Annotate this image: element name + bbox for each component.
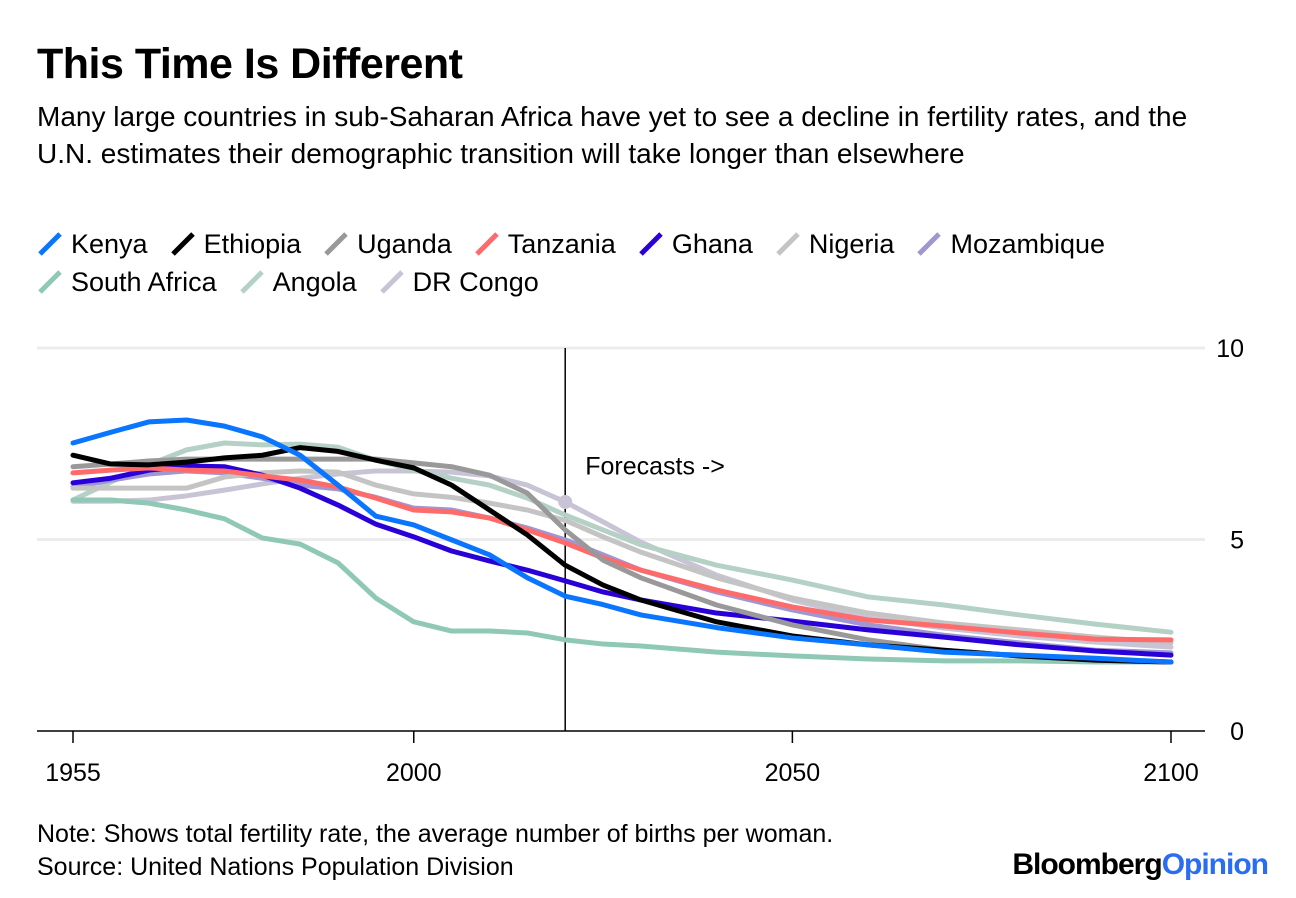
legend-item: Ethiopia xyxy=(170,228,302,260)
logo-part1: Bloomberg xyxy=(1012,848,1162,881)
legend-item: Kenya xyxy=(37,228,148,260)
legend-swatch-icon xyxy=(324,232,348,256)
legend-swatch-icon xyxy=(379,270,404,294)
y-tick-label: 0 xyxy=(1230,718,1244,746)
chart-title: This Time Is Different xyxy=(37,40,463,88)
footnote: Note: Shows total fertility rate, the av… xyxy=(37,818,833,884)
series-line-ghana xyxy=(70,463,1174,658)
legend-item: Ghana xyxy=(638,228,753,260)
legend-label: Mozambique xyxy=(950,228,1106,259)
chart-subtitle: Many large countries in sub-Saharan Afri… xyxy=(37,101,1188,169)
legend-swatch-icon xyxy=(639,232,663,256)
series-line-dr-congo xyxy=(70,468,1174,650)
legend-label: South Africa xyxy=(71,266,217,297)
legend-label: Tanzania xyxy=(507,228,616,259)
note-text: Note: Shows total fertility rate, the av… xyxy=(37,820,834,848)
source-text: Source: United Nations Population Divisi… xyxy=(37,853,514,881)
legend-swatch-icon xyxy=(917,232,942,256)
y-tick-label: 5 xyxy=(1230,527,1244,555)
legend-label: Nigeria xyxy=(808,228,895,259)
forecast-start-marker xyxy=(558,494,573,509)
legend-swatch-icon xyxy=(776,232,800,256)
x-tick-label: 2100 xyxy=(1143,759,1199,787)
series-line-kenya xyxy=(70,417,1174,665)
legend-label: Ghana xyxy=(671,228,753,259)
legend-swatch-icon xyxy=(170,232,195,256)
legend-item: Angola xyxy=(239,266,357,298)
bloomberg-opinion-logo: BloombergOpinion xyxy=(1012,848,1269,882)
forecast-annotation: Forecasts -> xyxy=(585,452,725,480)
legend-label: Uganda xyxy=(357,228,452,259)
legend-item: Nigeria xyxy=(775,228,895,260)
x-tick-label: 1955 xyxy=(45,759,101,787)
legend: Kenya Ethiopia Uganda Tanzania Ghana Nigeria M… xyxy=(37,228,1237,298)
x-tick-label: 2000 xyxy=(386,759,442,787)
y-tick-label: 10 xyxy=(1216,335,1244,363)
legend-item: DR Congo xyxy=(379,266,539,298)
series-line-tanzania xyxy=(70,465,1174,643)
legend-label: Angola xyxy=(272,266,357,297)
legend-label: Ethiopia xyxy=(203,228,302,259)
legend-swatch-icon xyxy=(38,270,62,294)
series-line-south-africa xyxy=(70,497,1174,665)
series-line-angola xyxy=(70,440,1174,635)
legend-label: DR Congo xyxy=(412,266,539,297)
logo-part2: Opinion xyxy=(1161,848,1269,881)
legend-swatch-icon xyxy=(474,232,499,256)
legend-item: Uganda xyxy=(323,228,452,260)
legend-item: Mozambique xyxy=(916,228,1105,260)
line-chart: 0 5 10 1955 2000 2050 2100 Forecasts -> xyxy=(37,335,1244,787)
legend-label: Kenya xyxy=(71,228,148,259)
legend-swatch-icon xyxy=(38,232,62,256)
legend-swatch-icon xyxy=(239,270,264,294)
legend-item: Tanzania xyxy=(474,228,616,260)
series-line-nigeria xyxy=(70,468,1174,646)
legend-item: South Africa xyxy=(37,266,217,298)
x-tick-label: 2050 xyxy=(765,759,821,787)
